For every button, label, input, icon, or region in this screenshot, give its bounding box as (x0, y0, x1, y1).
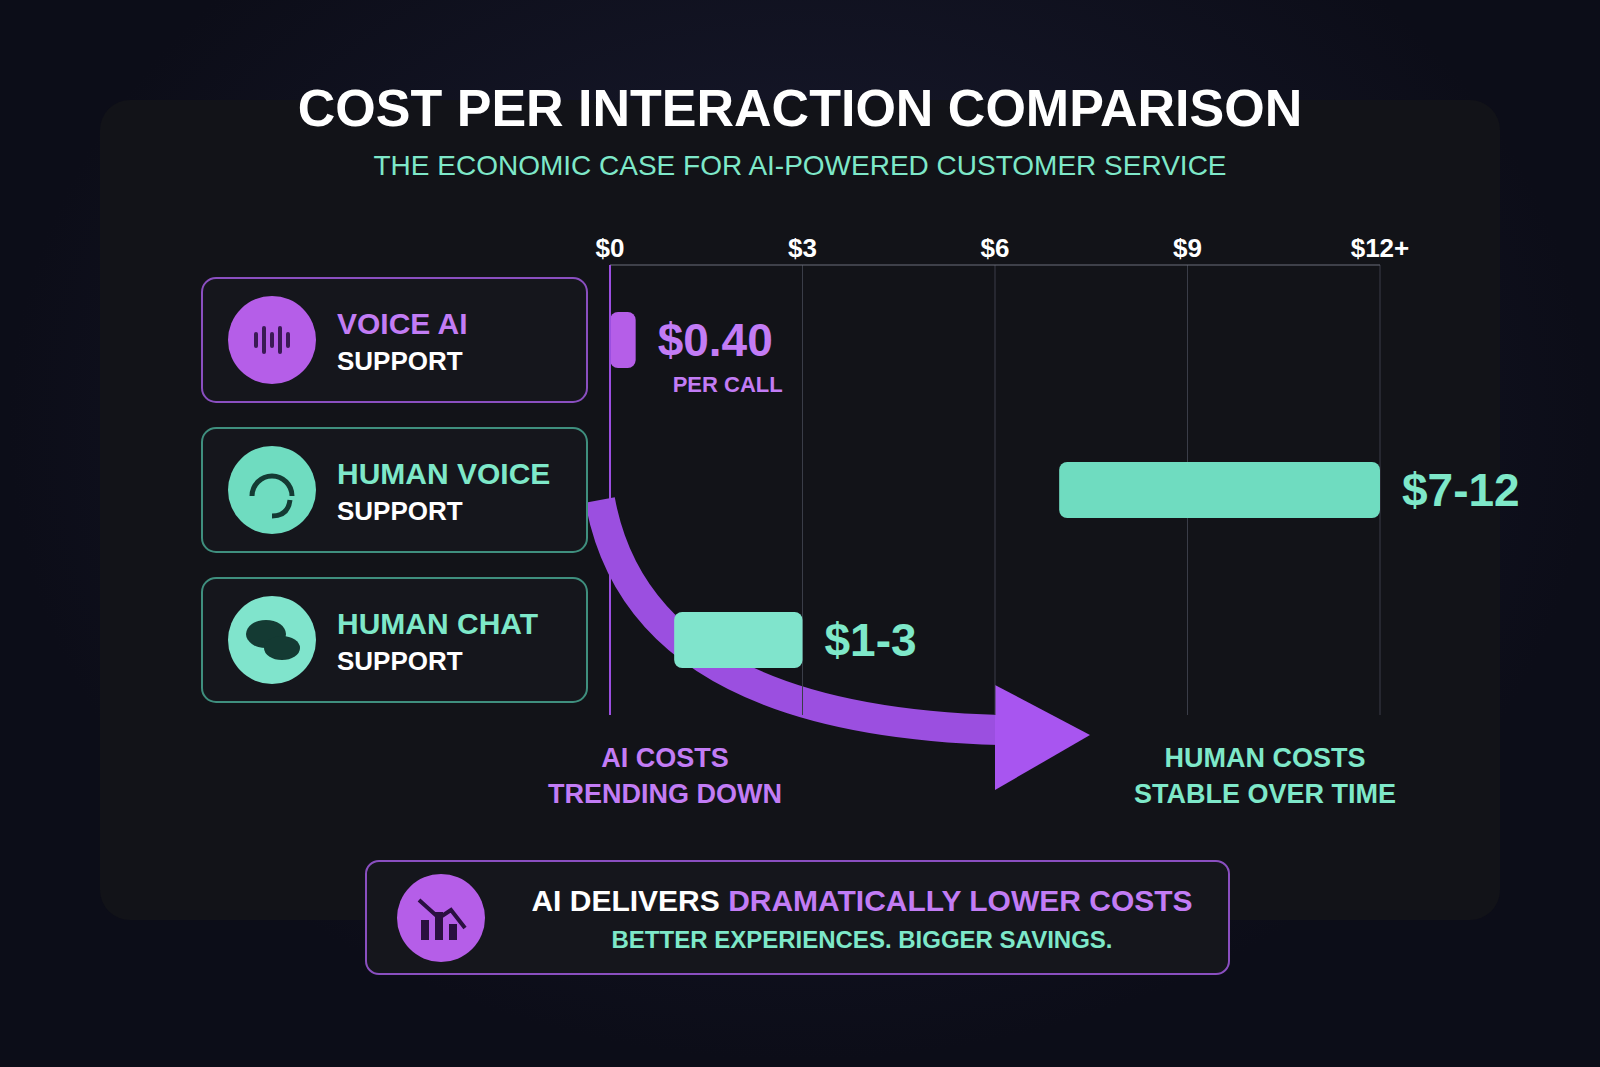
svg-text:$6: $6 (981, 233, 1010, 263)
svg-text:HUMAN VOICE: HUMAN VOICE (337, 457, 550, 490)
svg-text:$7-12: $7-12 (1402, 464, 1520, 516)
html-text:COST PER INTERACTION COMPARISO: COST PER INTERACTION COMPARISON (297, 79, 1303, 137)
svg-text:HUMAN CHAT: HUMAN CHAT (337, 607, 538, 640)
html-text:HUMAN COSTS STABLE OVER TIME: HUMAN COSTS STABLE OVER TIME (1134, 743, 1396, 809)
svg-text:$0.40: $0.40 (658, 314, 773, 366)
svg-text:$0: $0 (596, 233, 625, 263)
html-text:THE ECONOMIC CASE FOR AI-POWER: THE ECONOMIC CASE FOR AI-POWERED CUSTOME… (373, 150, 1227, 181)
html-text:AI DELIVERS DRAMATICALLY LOWER: AI DELIVERS DRAMATICALLY LOWER COSTS (531, 884, 1193, 917)
svg-text:SUPPORT: SUPPORT (337, 646, 463, 676)
svg-text:$1-3: $1-3 (825, 614, 917, 666)
svg-text:PER CALL: PER CALL (673, 372, 783, 397)
svg-text:SUPPORT: SUPPORT (337, 496, 463, 526)
svg-text:$9: $9 (1173, 233, 1202, 263)
svg-text:$3: $3 (788, 233, 817, 263)
svg-text:SUPPORT: SUPPORT (337, 346, 463, 376)
svg-text:$12+: $12+ (1351, 233, 1410, 263)
html-text:BETTER EXPERIENCES. BIGGER SAV: BETTER EXPERIENCES. BIGGER SAVINGS. (611, 926, 1113, 953)
html-text:AI COSTS TRENDING DOWN: AI COSTS TRENDING DOWN (548, 743, 782, 809)
svg-text:VOICE AI: VOICE AI (337, 307, 468, 340)
